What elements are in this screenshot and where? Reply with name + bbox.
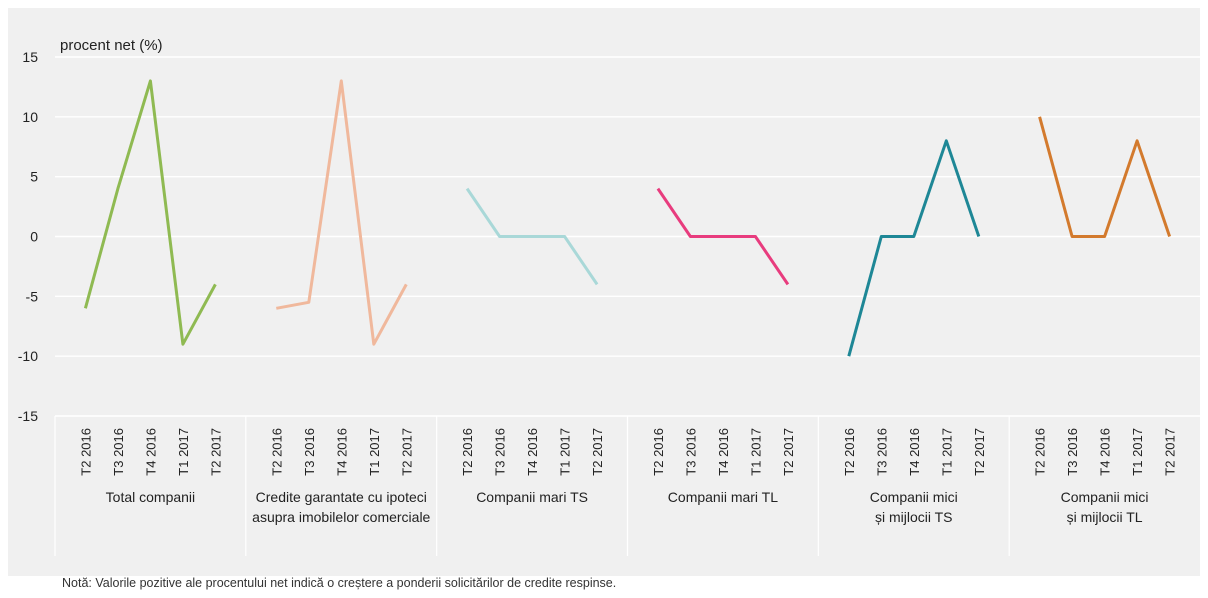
group-label: Companii mici și mijlocii TS bbox=[870, 489, 958, 525]
x-tick-label: T2 2016 bbox=[78, 428, 93, 476]
x-tick-label: T4 2016 bbox=[334, 428, 349, 476]
group-label: Companii mari TS bbox=[476, 489, 588, 505]
x-tick-label: T4 2016 bbox=[907, 428, 922, 476]
line-chart: 15 10 5 0 -5 -10 -15 T2 2016 T3 2016 T4 2016 T1 20… bbox=[18, 37, 1200, 556]
group-label: Total companii bbox=[106, 489, 196, 505]
chart-panel: 15 10 5 0 -5 -10 -15 T2 2016 T3 2016 T4 2016 T1 20… bbox=[8, 8, 1200, 576]
y-tick-label: 0 bbox=[30, 229, 38, 245]
x-tick-label: T1 2017 bbox=[558, 428, 573, 476]
x-tick-label: T3 2016 bbox=[874, 428, 889, 476]
x-tick-label: T3 2016 bbox=[111, 428, 126, 476]
footnote: Notă: Valorile pozitive ale procentului … bbox=[62, 576, 617, 590]
x-tick-label: T4 2016 bbox=[1098, 428, 1113, 476]
y-tick-label: 15 bbox=[22, 49, 38, 65]
x-tick-label: T3 2016 bbox=[1065, 428, 1080, 476]
y-tick-label: -5 bbox=[26, 288, 39, 304]
x-tick-label: T2 2017 bbox=[972, 428, 987, 476]
series-line bbox=[465, 187, 599, 286]
x-tick-label: T2 2017 bbox=[1163, 428, 1178, 476]
x-tick-label: T4 2016 bbox=[143, 428, 158, 476]
x-tick-label: T1 2017 bbox=[367, 428, 382, 476]
x-tick-label: T2 2016 bbox=[269, 428, 284, 476]
x-tick-label: T1 2017 bbox=[939, 428, 954, 476]
group-label: Credite garantate cu ipoteci asupra imobi… bbox=[252, 489, 430, 525]
x-tick-label: T2 2017 bbox=[590, 428, 605, 476]
x-tick-label: T1 2017 bbox=[176, 428, 191, 476]
x-tick-label: T3 2016 bbox=[493, 428, 508, 476]
series-line bbox=[1038, 116, 1172, 238]
x-tick-label: T2 2017 bbox=[781, 428, 796, 476]
x-tick-label: T3 2016 bbox=[302, 428, 317, 476]
y-tick-label: -15 bbox=[18, 408, 38, 424]
y-axis-label: procent net (%) bbox=[60, 37, 163, 54]
series-line bbox=[276, 79, 408, 346]
y-tick-label: 5 bbox=[30, 169, 38, 185]
x-tick-label: T2 2017 bbox=[399, 428, 414, 476]
series-line bbox=[847, 139, 981, 357]
x-tick-label: T1 2017 bbox=[748, 428, 763, 476]
y-tick-label: 10 bbox=[22, 109, 38, 125]
x-tick-label: T1 2017 bbox=[1130, 428, 1145, 476]
y-tick-label: -10 bbox=[18, 348, 38, 364]
series-line bbox=[656, 187, 790, 286]
x-tick-label: T3 2016 bbox=[683, 428, 698, 476]
x-tick-label: T4 2016 bbox=[525, 428, 540, 476]
group-label: Companii mari TL bbox=[668, 489, 778, 505]
x-tick-label: T2 2016 bbox=[460, 428, 475, 476]
x-tick-label: T2 2016 bbox=[842, 428, 857, 476]
series-line bbox=[83, 79, 217, 346]
group-label: Companii mici și mijlocii TL bbox=[1061, 489, 1149, 525]
x-tick-label: T2 2016 bbox=[1033, 428, 1048, 476]
x-tick-label: T4 2016 bbox=[716, 428, 731, 476]
x-tick-label: T2 2017 bbox=[208, 428, 223, 476]
x-tick-label: T2 2016 bbox=[651, 428, 666, 476]
